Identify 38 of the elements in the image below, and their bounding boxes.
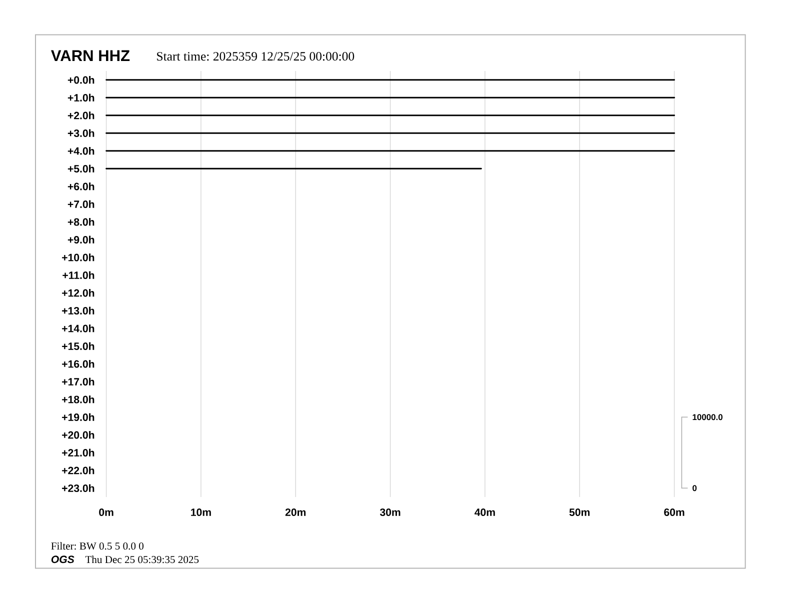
y-tick-label: +2.0h xyxy=(68,112,94,120)
y-tick-label: +22.0h xyxy=(62,466,94,474)
y-tick-label: +6.0h xyxy=(68,182,94,190)
x-tick-label: 40m xyxy=(474,508,495,516)
x-tick-label: 50m xyxy=(569,508,590,516)
x-tick-label: 30m xyxy=(380,508,400,516)
y-tick-label: +18.0h xyxy=(62,396,94,404)
y-tick-label: +4.0h xyxy=(68,147,94,155)
y-tick-label: +1.0h xyxy=(68,94,94,102)
y-tick-label: +12.0h xyxy=(62,289,94,297)
x-tick-label: 10m xyxy=(191,508,211,516)
y-tick-label: +9.0h xyxy=(68,236,94,244)
text: OGS xyxy=(51,556,74,564)
y-tick-label: +7.0h xyxy=(68,200,94,208)
chart-title: VARN HHZ xyxy=(51,50,130,61)
text: Filter: BW 0.5 5 0.0 0 xyxy=(51,542,144,550)
y-tick-label: +21.0h xyxy=(62,448,94,457)
x-tick-label: 20m xyxy=(285,508,306,516)
y2-tick-label: 10000.0 xyxy=(692,414,722,420)
y-tick-label: +15.0h xyxy=(62,342,94,350)
y-tick-label: +5.0h xyxy=(68,164,94,173)
text: Thu Dec 25 05:39:35 2025 xyxy=(85,556,199,564)
y2-tick-label: 0 xyxy=(692,485,697,492)
x-tick-label: 60m xyxy=(664,508,684,516)
y-tick-label: +10.0h xyxy=(62,254,94,262)
y-tick-label: +14.0h xyxy=(62,324,94,332)
y-tick-label: +19.0h xyxy=(62,413,94,422)
y-tick-label: +16.0h xyxy=(62,360,94,368)
y-tick-label: +17.0h xyxy=(62,378,94,386)
y-tick-label: +3.0h xyxy=(68,129,94,138)
chart-subtitle: Start time: 2025359 12/25/25 00:00:00 xyxy=(157,52,354,61)
y-tick-label: +13.0h xyxy=(62,306,94,315)
y-tick-label: +23.0h xyxy=(62,484,94,492)
y-tick-label: +8.0h xyxy=(68,218,94,226)
y-tick-label: +11.0h xyxy=(62,271,94,280)
x-tick-label: 0m xyxy=(99,508,114,516)
y-tick-label: +20.0h xyxy=(62,431,94,439)
y-tick-label: +0.0h xyxy=(68,76,94,84)
